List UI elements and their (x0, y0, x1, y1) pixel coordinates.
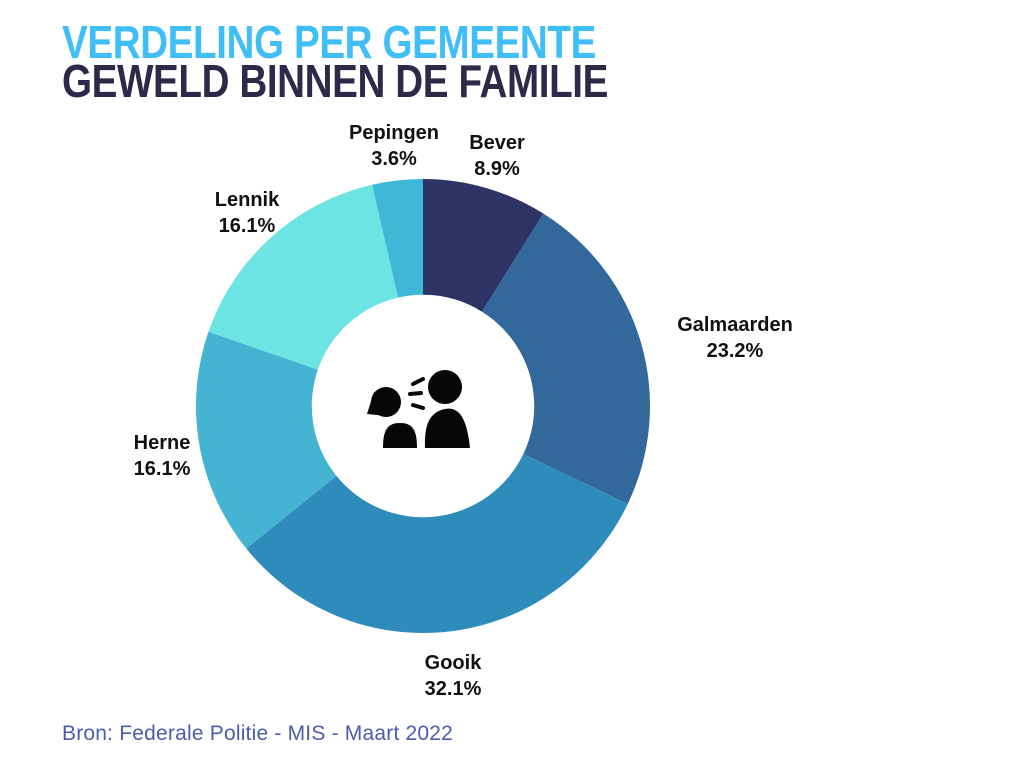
slice-label-pepingen: Pepingen 3.6% (349, 120, 439, 172)
slice-percent: 32.1% (424, 678, 482, 700)
slice-percent: 23.2% (706, 340, 764, 362)
slice-percent: 3.6% (371, 148, 417, 170)
slice-name: Galmaarden (677, 314, 793, 336)
shout-lines-icon (408, 377, 425, 410)
arguing-people-icon (367, 370, 470, 448)
page-title-line2: GEWELD BINNEN DE FAMILIE (62, 55, 608, 107)
slice-label-herne: Herne 16.1% (134, 430, 191, 482)
donut-slice-gooik (246, 453, 628, 633)
slice-percent: 16.1% (133, 458, 191, 480)
slice-name: Pepingen (348, 122, 440, 144)
donut-chart (196, 179, 650, 633)
slice-label-lennik: Lennik 16.1% (215, 187, 279, 239)
slice-percent: 16.1% (218, 215, 276, 237)
slice-percent: 8.9% (474, 158, 520, 180)
donut-slice-lennik (208, 184, 399, 370)
page-title-line1: VERDELING PER GEMEENTE (62, 16, 596, 68)
slice-name: Gooik (424, 652, 482, 674)
source-caption: Bron: Federale Politie - MIS - Maart 202… (62, 722, 454, 745)
donut-slice-bever (423, 179, 544, 312)
slice-name: Bever (469, 132, 525, 154)
slice-label-bever: Bever 8.9% (469, 130, 525, 182)
slice-label-galmaarden: Galmaarden 23.2% (677, 312, 793, 364)
donut-slice-pepingen (372, 179, 423, 298)
slice-name: Herne (133, 432, 191, 454)
donut-slice-galmaarden (482, 213, 650, 504)
donut-slice-herne (196, 331, 337, 549)
slice-label-gooik: Gooik 32.1% (425, 650, 482, 702)
slice-name: Lennik (214, 189, 280, 211)
